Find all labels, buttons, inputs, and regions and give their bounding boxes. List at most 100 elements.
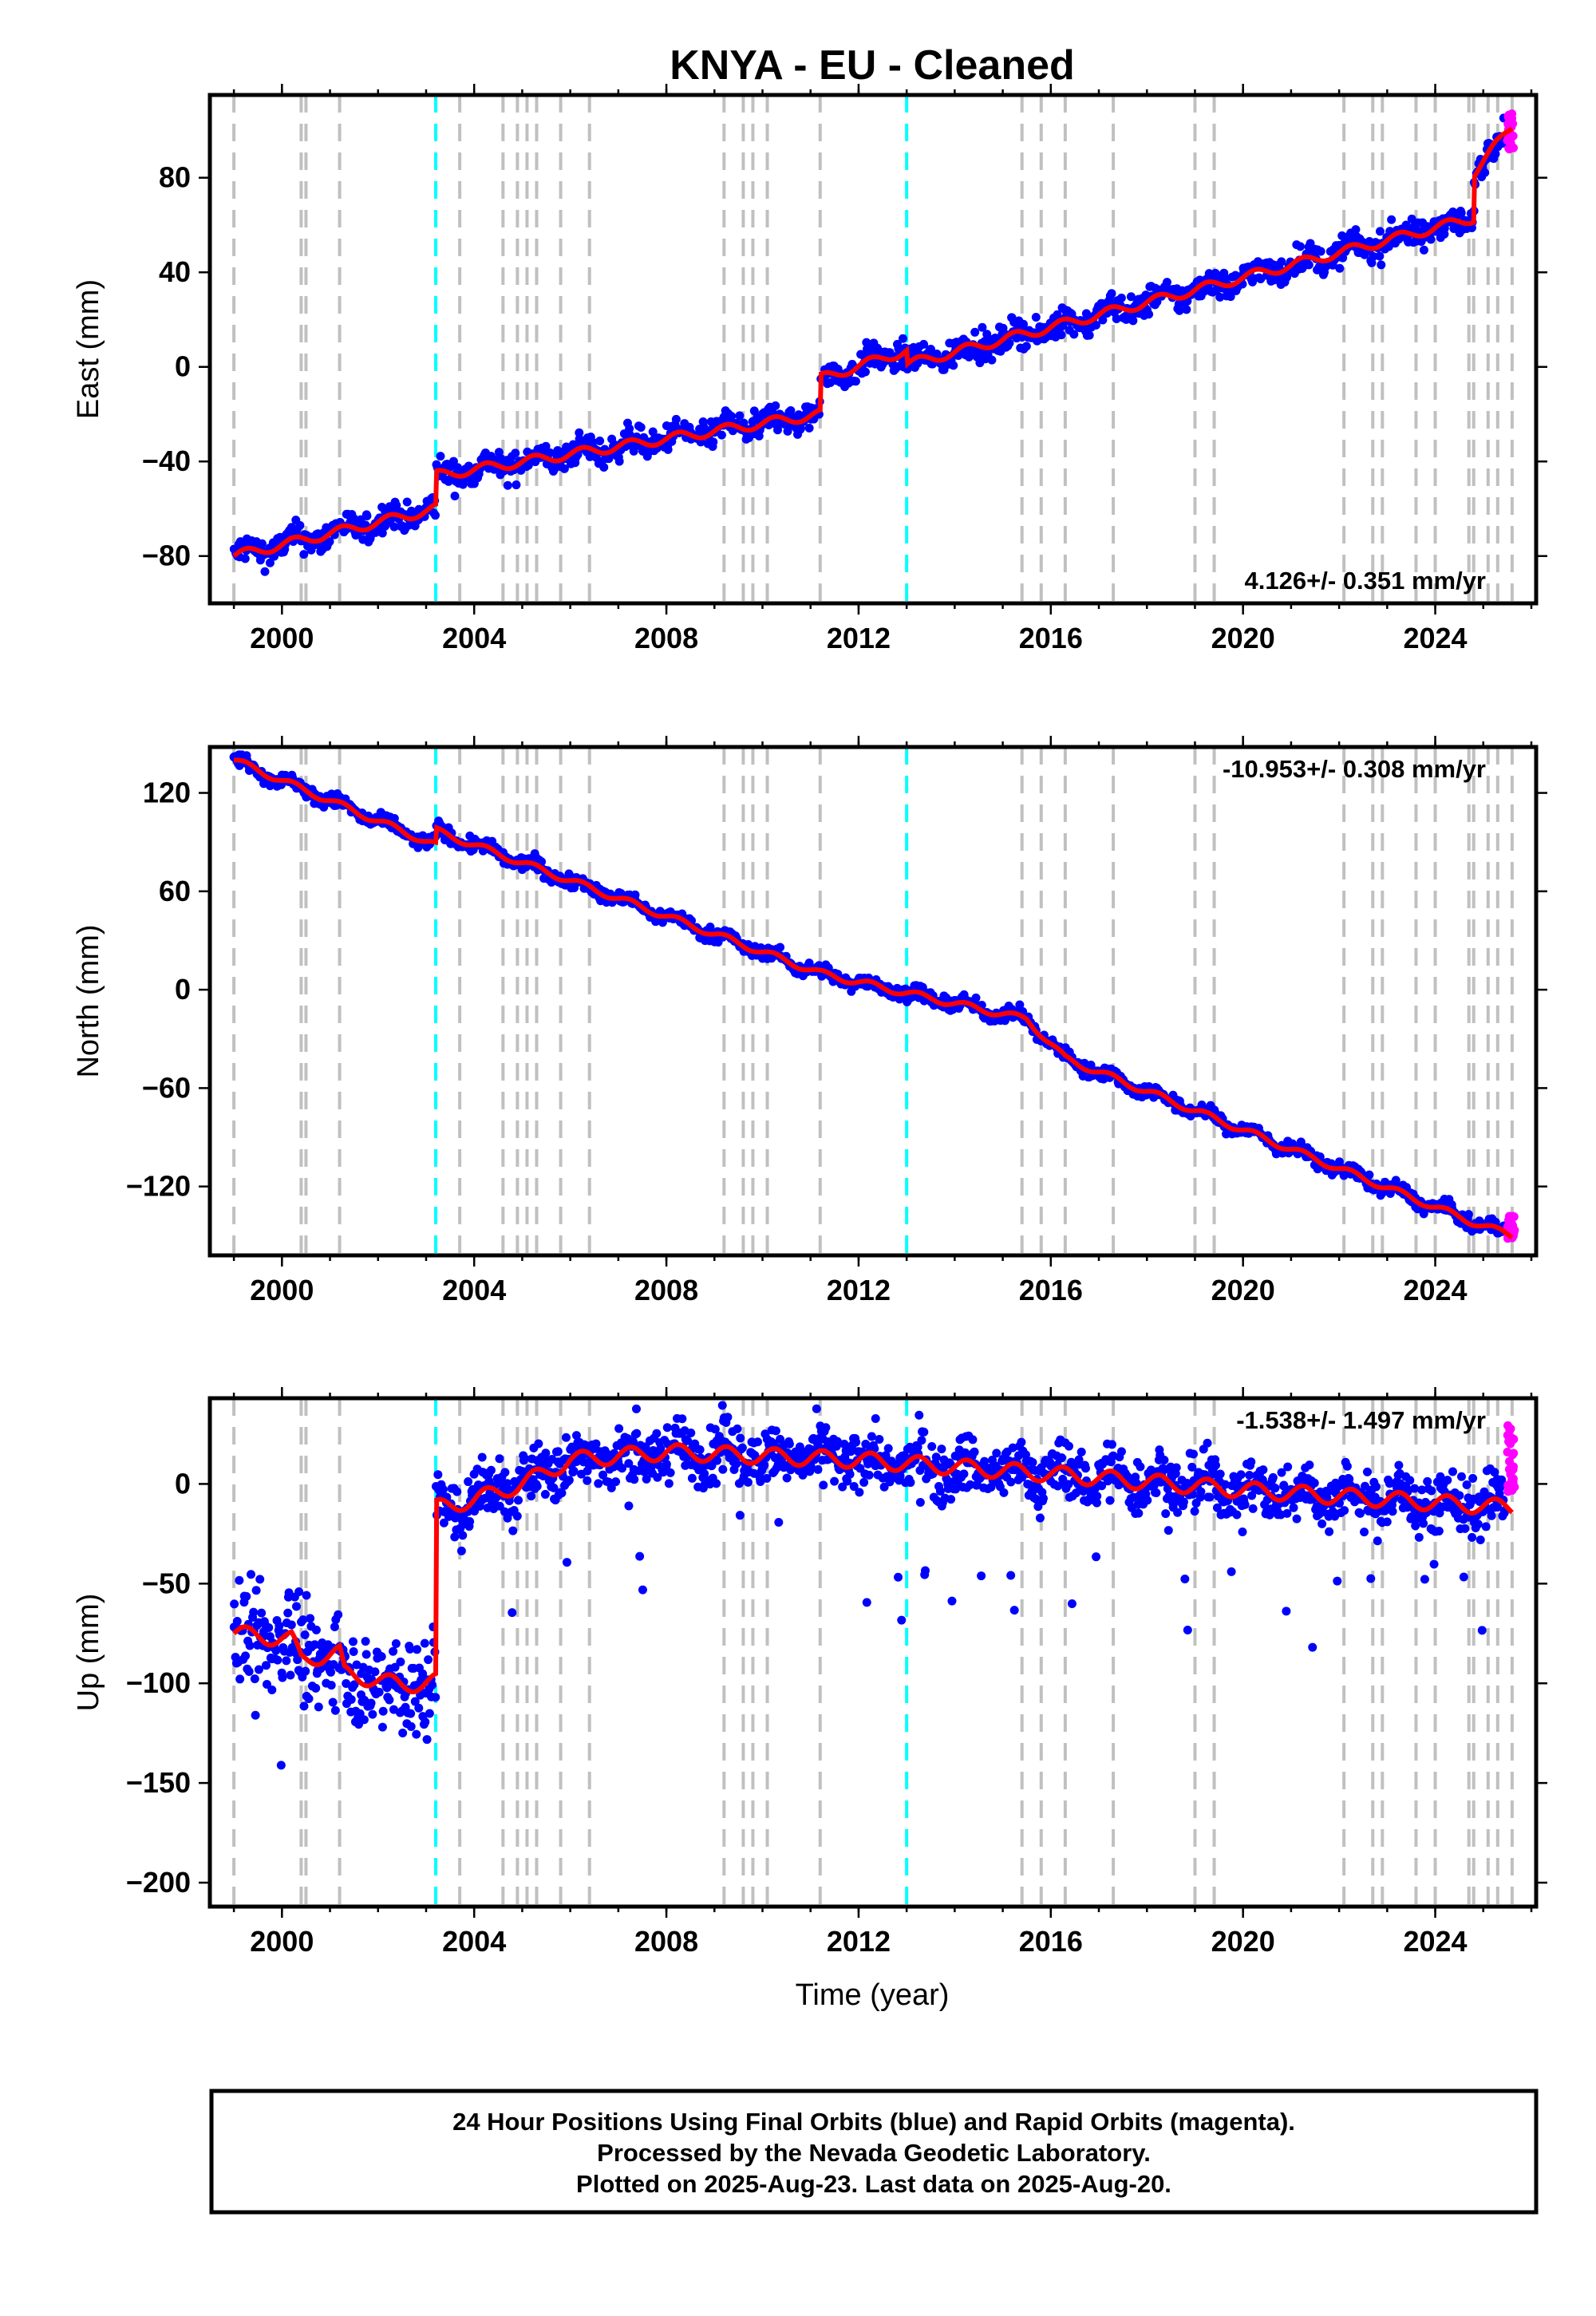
data-point: [452, 1487, 462, 1496]
data-point: [819, 1480, 828, 1490]
data-point: [310, 1640, 319, 1650]
data-point: [349, 1646, 358, 1656]
rapid-orbit-point: [1504, 1456, 1514, 1466]
data-point: [749, 406, 759, 416]
data-point: [1277, 257, 1286, 267]
data-point: [931, 1452, 941, 1462]
data-point: [1410, 1484, 1420, 1493]
data-point: [346, 1694, 356, 1704]
data-point: [1325, 1527, 1334, 1536]
data-point: [1183, 1625, 1192, 1634]
data-point: [1356, 1508, 1365, 1518]
data-point: [421, 1717, 430, 1727]
panel-north: 2000 2004 2008 2012 2016 2020 2024 −120 −60 0 60 12…: [72, 736, 1547, 1306]
data-point: [295, 520, 305, 530]
data-point: [1211, 1460, 1220, 1470]
data-point: [978, 322, 987, 332]
data-point: [1021, 342, 1031, 351]
data-point: [1443, 1476, 1452, 1485]
data-point: [278, 1673, 287, 1682]
data-point: [420, 1638, 429, 1648]
data-point: [898, 334, 907, 343]
data-point: [813, 1464, 823, 1474]
data-point: [1427, 1486, 1436, 1496]
data-point: [232, 1617, 242, 1626]
data-point: [718, 1464, 728, 1474]
data-point: [919, 1427, 929, 1437]
data-point: [717, 430, 726, 440]
data-point: [377, 1652, 386, 1662]
data-point: [804, 423, 814, 433]
data-point: [1496, 1481, 1506, 1491]
data-point: [398, 1728, 408, 1737]
rapid-orbit-point: [1504, 1464, 1514, 1474]
data-point: [1171, 1463, 1181, 1472]
data-point: [534, 1439, 543, 1448]
data-point: [920, 1566, 930, 1575]
y-tick-label: −200: [126, 1866, 191, 1899]
data-point: [1268, 1472, 1278, 1482]
data-point: [283, 1608, 293, 1618]
data-point: [1289, 1503, 1298, 1512]
data-point: [245, 1641, 255, 1650]
data-point: [771, 1426, 780, 1436]
data-point: [845, 1469, 855, 1479]
data-point: [812, 1404, 821, 1413]
data-point: [883, 1444, 893, 1453]
data-point: [913, 1442, 922, 1452]
data-point: [508, 1608, 517, 1618]
y-tick-label: 80: [159, 161, 191, 194]
data-point: [1405, 1476, 1415, 1485]
data-point: [275, 1621, 284, 1630]
data-point: [862, 338, 871, 347]
data-point: [625, 430, 634, 440]
data-point: [1092, 1498, 1101, 1508]
data-point: [611, 1477, 621, 1487]
data-point: [431, 1693, 440, 1702]
data-point: [286, 1670, 295, 1680]
data-point: [1017, 1437, 1026, 1447]
data-point: [255, 1575, 265, 1584]
data-point: [362, 512, 372, 521]
data-point: [486, 1465, 496, 1475]
data-point: [1434, 1526, 1444, 1535]
y-axis-label: Up (mm): [72, 1594, 105, 1712]
data-point: [1006, 1571, 1016, 1580]
y-tick-label: 0: [175, 1467, 191, 1500]
data-point: [1248, 1504, 1258, 1513]
data-point: [917, 1436, 926, 1445]
data-point: [776, 943, 785, 952]
data-point: [299, 550, 309, 559]
footer-box: [209, 2089, 1539, 2215]
data-point: [1245, 1470, 1254, 1480]
data-point: [1173, 1508, 1183, 1517]
data-point: [1371, 1482, 1381, 1492]
data-point: [294, 1587, 304, 1596]
data-point: [1112, 314, 1121, 323]
data-point: [1057, 1453, 1066, 1463]
data-point: [1028, 1457, 1037, 1467]
rapid-orbit-point: [1507, 1433, 1517, 1443]
rapid-orbit-point: [1508, 1221, 1518, 1231]
data-point: [830, 1476, 839, 1486]
data-point: [348, 1637, 358, 1646]
data-point: [875, 1435, 884, 1445]
data-point: [630, 1475, 639, 1484]
data-point: [541, 441, 551, 451]
data-point: [1414, 1532, 1424, 1542]
data-point: [871, 1413, 880, 1423]
data-point: [1283, 1462, 1293, 1472]
data-point: [1098, 315, 1108, 325]
data-point: [500, 1468, 510, 1477]
data-point: [389, 522, 399, 532]
rapid-orbit-point: [1505, 144, 1515, 153]
data-point: [262, 1661, 271, 1670]
data-point: [1360, 1528, 1369, 1537]
data-point: [527, 1492, 536, 1501]
x-tick-label: 2016: [1019, 1925, 1083, 1958]
rate-label: 4.126+/- 0.351 mm/yr: [1245, 567, 1486, 595]
data-point: [575, 428, 584, 437]
data-point: [276, 1761, 286, 1770]
data-point: [246, 1570, 255, 1579]
